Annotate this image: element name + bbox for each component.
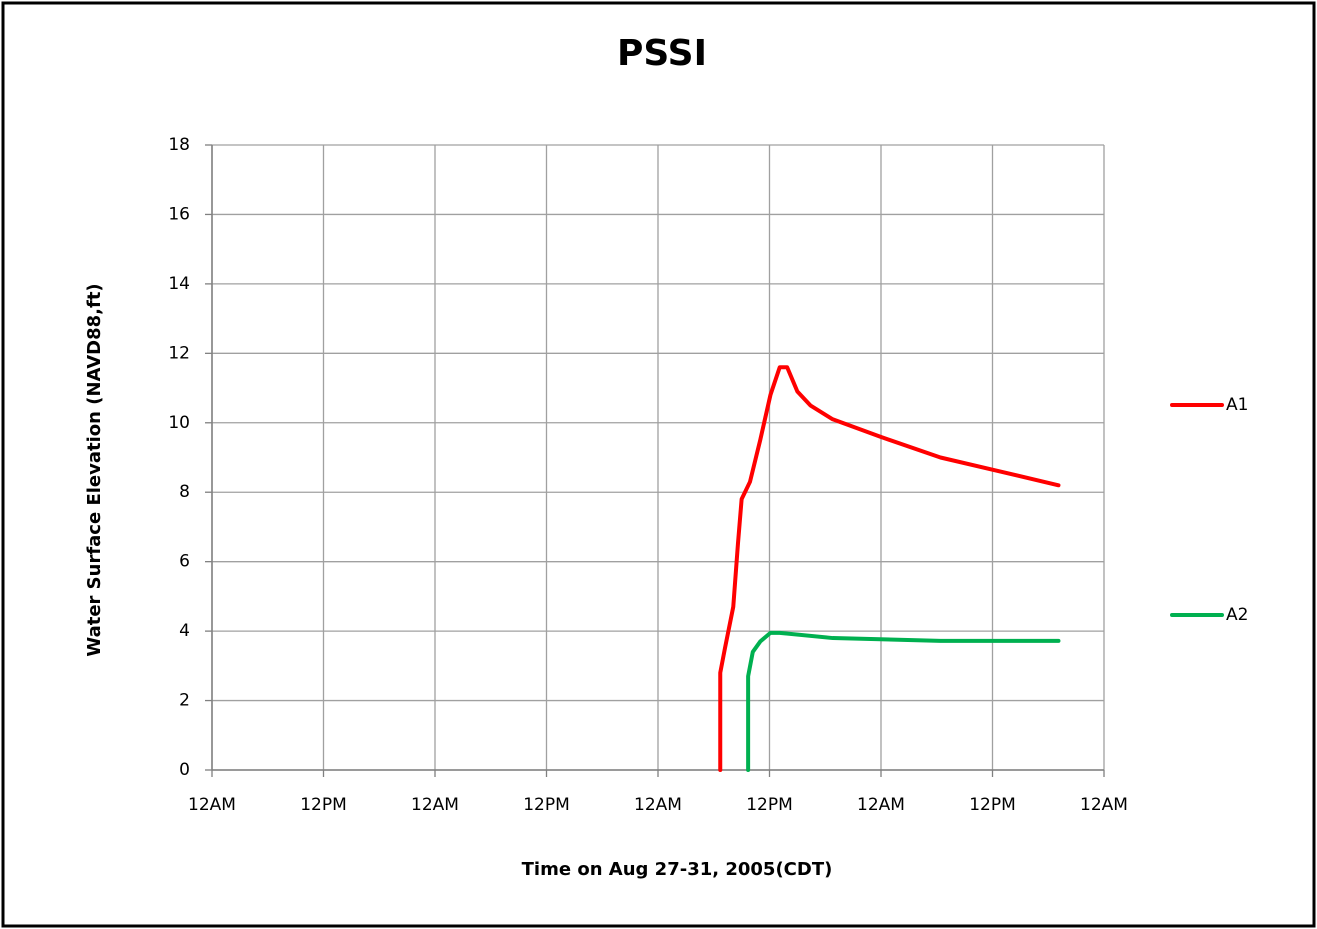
x-axis-title: Time on Aug 27-31, 2005(CDT): [522, 859, 833, 880]
x-tick-label: 12AM: [634, 795, 682, 815]
y-tick-label: 4: [179, 621, 190, 641]
x-tick-label: 12AM: [188, 795, 236, 815]
x-tick-label: 12PM: [523, 795, 570, 815]
x-tick-label: 12AM: [411, 795, 459, 815]
y-tick-label: 10: [168, 413, 190, 433]
y-axis-title: Water Surface Elevation (NAVD88,ft): [84, 283, 105, 656]
data-line: [718, 365, 1061, 772]
y-tick-label: 16: [168, 204, 190, 224]
legend-label: A2: [1226, 605, 1248, 625]
x-tick-label: 12AM: [1080, 795, 1128, 815]
y-tick-label: 0: [179, 760, 190, 780]
y-tick-label: 6: [179, 552, 190, 572]
legend-label: A1: [1226, 395, 1248, 415]
x-tick-label: 12PM: [746, 795, 793, 815]
y-tick-label: 14: [168, 274, 190, 294]
y-tick-label: 12: [168, 343, 190, 363]
y-tick-label: 18: [168, 135, 190, 155]
y-tick-label: 8: [179, 482, 190, 502]
x-tick-label: 12PM: [969, 795, 1016, 815]
data-line: [746, 630, 1061, 772]
y-tick-label: 2: [179, 691, 190, 711]
x-tick-label: 12AM: [857, 795, 905, 815]
chart-title: PSSI: [617, 33, 707, 74]
x-tick-label: 12PM: [300, 795, 347, 815]
